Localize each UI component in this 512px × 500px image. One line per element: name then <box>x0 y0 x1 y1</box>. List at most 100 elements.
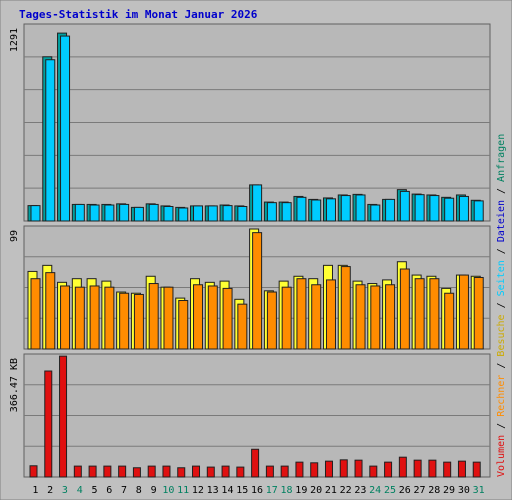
bar-besuche-day-27 <box>414 278 425 350</box>
bar-anfragen-day-7 <box>119 203 130 222</box>
legend-volumen: Volumen <box>496 435 507 477</box>
bar-volumen-day-17 <box>265 465 274 478</box>
bar-anfragen-day-30 <box>458 195 469 222</box>
bar-anfragen-day-14 <box>222 205 233 222</box>
bar-volumen-day-11 <box>177 467 186 478</box>
bar-besuche-day-17 <box>266 291 277 350</box>
bar-besuche-day-26 <box>399 268 410 350</box>
bar-besuche-day-9 <box>148 283 159 350</box>
bar-anfragen-day-27 <box>414 194 425 222</box>
bar-anfragen-day-26 <box>399 190 410 222</box>
bar-anfragen-day-16 <box>252 184 263 222</box>
bar-besuche-day-13 <box>207 285 218 350</box>
day-label-15: 15 <box>236 485 248 496</box>
bar-anfragen-day-31 <box>473 200 484 222</box>
bar-volumen-day-12 <box>192 465 201 478</box>
day-label-6: 6 <box>106 485 112 496</box>
bar-besuche-day-24 <box>370 285 381 350</box>
bar-volumen-day-1 <box>29 465 38 478</box>
bar-anfragen-day-11 <box>178 207 189 222</box>
bar-besuche-day-29 <box>444 292 455 350</box>
bar-volumen-day-8 <box>132 467 141 478</box>
bar-volumen-day-30 <box>457 460 466 478</box>
day-label-25: 25 <box>384 485 396 496</box>
bar-anfragen-day-4 <box>74 203 85 222</box>
bar-volumen-day-16 <box>251 448 260 478</box>
legend-separator: / <box>496 242 507 260</box>
bar-volumen-day-5 <box>88 465 97 478</box>
bar-volumen-day-31 <box>472 461 481 478</box>
bar-besuche-day-14 <box>222 287 233 350</box>
bar-besuche-day-10 <box>163 286 174 350</box>
bar-volumen-day-19 <box>295 461 304 478</box>
bar-volumen-day-7 <box>118 465 127 478</box>
bar-besuche-day-12 <box>193 284 204 350</box>
day-label-29: 29 <box>443 485 455 496</box>
bar-volumen-day-21 <box>324 460 333 478</box>
day-label-26: 26 <box>399 485 411 496</box>
day-label-24: 24 <box>369 485 381 496</box>
day-label-30: 30 <box>458 485 470 496</box>
day-label-11: 11 <box>177 485 189 496</box>
legend-rechner: Rechner <box>496 375 507 417</box>
bar-anfragen-day-3 <box>60 35 71 222</box>
day-label-13: 13 <box>207 485 219 496</box>
bar-anfragen-day-19 <box>296 196 307 222</box>
bar-anfragen-day-28 <box>429 195 440 222</box>
bar-besuche-day-8 <box>133 293 144 350</box>
bar-volumen-day-28 <box>428 459 437 478</box>
bar-volumen-day-22 <box>339 459 348 478</box>
bar-besuche-day-22 <box>340 266 351 350</box>
bar-volumen-day-10 <box>162 465 171 478</box>
bar-volumen-day-14 <box>221 465 230 478</box>
bar-anfragen-day-22 <box>340 195 351 222</box>
day-label-7: 7 <box>121 485 127 496</box>
day-label-31: 31 <box>473 485 485 496</box>
bar-anfragen-day-1 <box>30 205 41 222</box>
legend-separator: / <box>496 182 507 200</box>
day-label-5: 5 <box>91 485 97 496</box>
bar-anfragen-day-15 <box>237 206 248 222</box>
day-label-16: 16 <box>251 485 263 496</box>
bar-volumen-day-4 <box>73 465 82 478</box>
legend-anfragen: Anfragen <box>496 134 507 182</box>
bar-besuche-day-18 <box>281 286 292 350</box>
bar-anfragen-day-23 <box>355 194 366 222</box>
bar-anfragen-day-6 <box>104 204 115 222</box>
bar-volumen-day-3 <box>59 355 68 478</box>
day-label-1: 1 <box>32 485 38 496</box>
bar-anfragen-day-2 <box>45 59 56 222</box>
bar-anfragen-day-10 <box>163 206 174 222</box>
day-label-8: 8 <box>136 485 142 496</box>
legend-separator: / <box>496 417 507 435</box>
bar-volumen-day-23 <box>354 459 363 478</box>
day-label-9: 9 <box>151 485 157 496</box>
series-legend: Volumen / Rechner / Besuche / Seiten / D… <box>496 134 507 477</box>
bar-volumen-day-20 <box>310 462 319 478</box>
bar-volumen-day-24 <box>369 465 378 478</box>
day-label-22: 22 <box>340 485 352 496</box>
bar-besuche-day-2 <box>45 272 56 350</box>
bar-besuche-day-15 <box>237 303 248 350</box>
bar-besuche-day-19 <box>296 278 307 350</box>
legend-dateien: Dateien <box>496 200 507 242</box>
bar-anfragen-day-5 <box>89 204 100 222</box>
bar-besuche-day-16 <box>252 232 263 350</box>
bar-volumen-day-18 <box>280 465 289 478</box>
bar-volumen-day-13 <box>206 466 215 478</box>
bar-besuche-day-3 <box>60 285 71 350</box>
bar-anfragen-day-8 <box>133 206 144 222</box>
bar-besuche-day-7 <box>119 292 130 350</box>
day-label-23: 23 <box>354 485 366 496</box>
bar-anfragen-day-21 <box>325 198 336 222</box>
bar-anfragen-day-29 <box>444 197 455 222</box>
bar-volumen-day-27 <box>413 459 422 478</box>
day-label-12: 12 <box>192 485 204 496</box>
legend-besuche: Besuche <box>496 314 507 356</box>
bar-anfragen-day-20 <box>311 199 322 222</box>
bar-besuche-day-28 <box>429 278 440 350</box>
bar-besuche-day-4 <box>74 286 85 350</box>
legend-seiten: Seiten <box>496 260 507 296</box>
max-label-volume: 366.47 KB <box>9 358 20 412</box>
